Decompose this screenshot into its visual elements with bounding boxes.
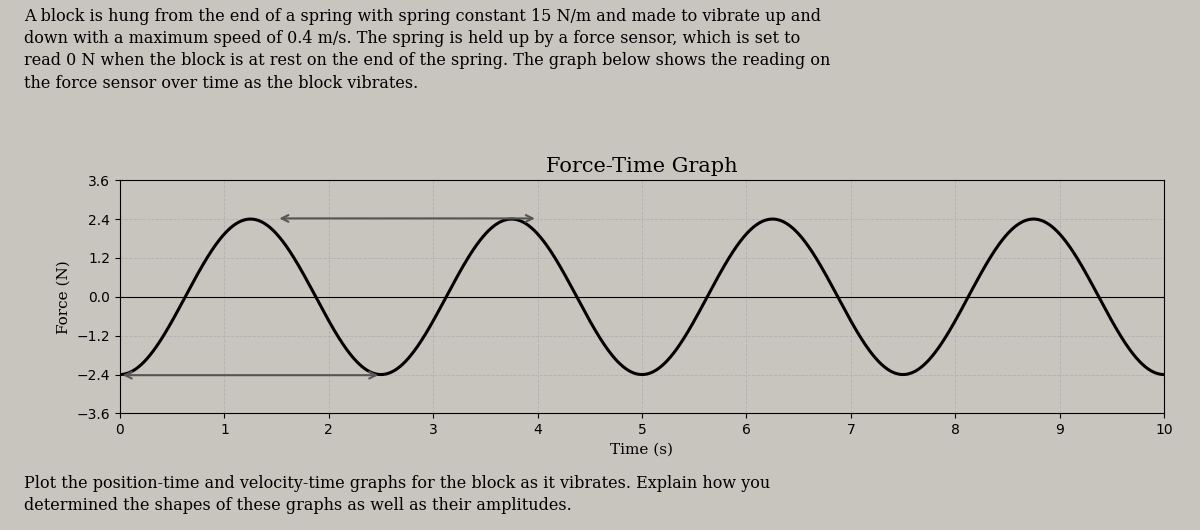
Y-axis label: Force (N): Force (N) <box>58 260 71 334</box>
X-axis label: Time (s): Time (s) <box>611 443 673 457</box>
Text: Plot the position-time and velocity-time graphs for the block as it vibrates. Ex: Plot the position-time and velocity-time… <box>24 475 770 514</box>
Title: Force-Time Graph: Force-Time Graph <box>546 157 738 176</box>
Text: A block is hung from the end of a spring with spring constant 15 N/m and made to: A block is hung from the end of a spring… <box>24 8 830 92</box>
